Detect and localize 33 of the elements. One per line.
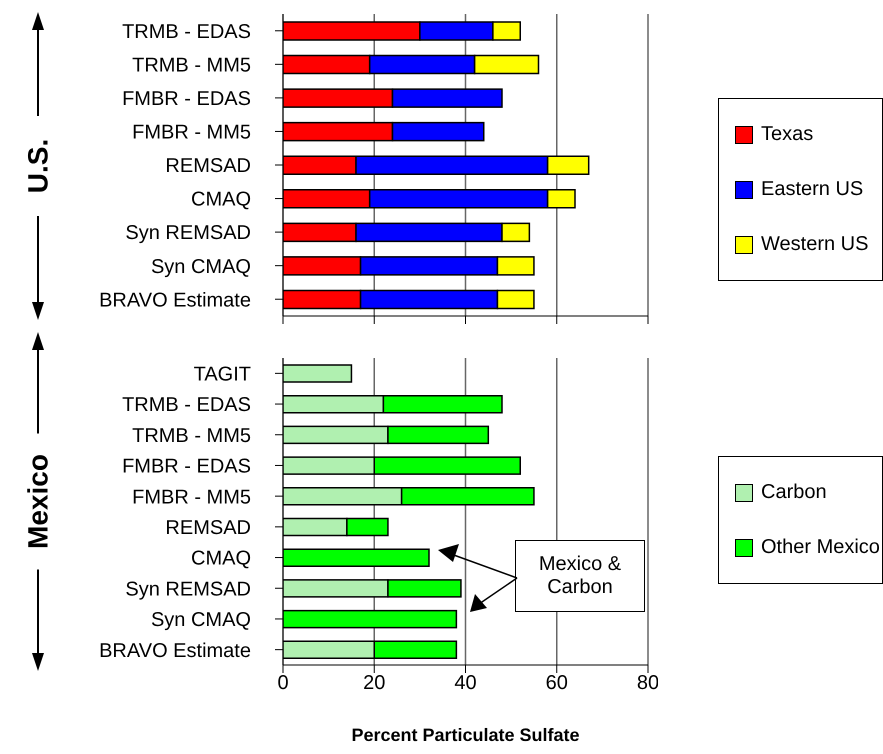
y-axis-title: U.S. [22, 138, 54, 194]
x-axis-title: Percent Particulate Sulfate [351, 725, 580, 745]
y-tick-label: CMAQ [191, 548, 251, 570]
y-tick-label: CMAQ [191, 188, 251, 211]
annotation: Mexico & Carbon [515, 540, 645, 612]
y-tick-label: TRMB - MM5 [132, 54, 251, 76]
y-tick-label: Syn CMAQ [150, 256, 251, 278]
legend-label: Carbon [761, 481, 827, 504]
y-tick-label: Syn REMSAD [125, 222, 251, 244]
y-tick-label: TRMB - EDAS [122, 394, 251, 416]
y-tick-label: BRAVO Estimate [99, 289, 251, 312]
legend-label: Eastern US [761, 178, 864, 201]
x-tick-label: 40 [454, 672, 477, 694]
y-axis-title: Mexico [22, 454, 54, 549]
y-tick-label: REMSAD [165, 155, 251, 178]
legend-label: Other Mexico [761, 536, 880, 559]
y-tick-label: REMSAD [165, 516, 251, 539]
x-tick-label: 0 [277, 672, 289, 694]
x-tick-label: 80 [636, 672, 660, 694]
y-tick-label: FMBR - EDAS [122, 88, 251, 110]
y-tick-label: TRMB - MM5 [132, 424, 251, 447]
y-tick-label: Syn CMAQ [150, 609, 251, 632]
x-tick-label: 20 [363, 672, 386, 694]
y-tick-label: BRAVO Estimate [99, 640, 251, 662]
x-tick-label: 60 [546, 672, 568, 694]
y-tick-label: FMBR - EDAS [122, 456, 251, 478]
legend-label: Western US [761, 233, 868, 256]
y-tick-label: FMBR - MM5 [132, 122, 251, 144]
y-tick-label: TAGIT [194, 363, 251, 386]
y-tick-label: TRMB - EDAS [122, 20, 251, 43]
legend-label: Texas [761, 123, 814, 146]
y-tick-label: Syn REMSAD [125, 578, 251, 600]
y-tick-label: FMBR - MM5 [132, 486, 251, 508]
